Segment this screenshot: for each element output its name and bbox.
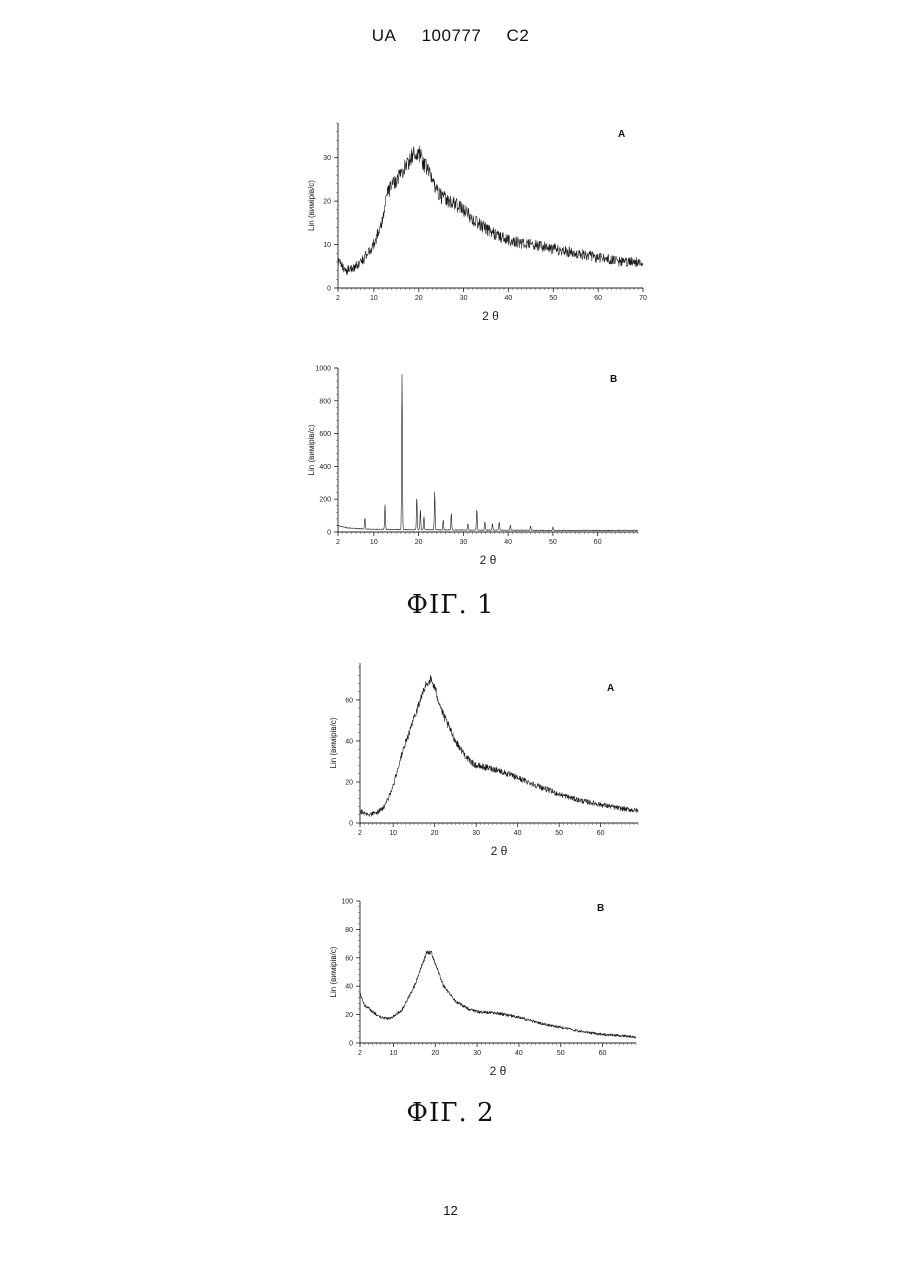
chart-svg: 2 10 20 30 40 50 60 0 20 40 60 80 100 Lin (вимірів/с)…: [325, 893, 645, 1073]
x-tick-label: 20: [431, 830, 439, 837]
xrd-chart-fig1-b: 210203040506002004006008001000Lin (вимір…: [300, 360, 645, 575]
x-tick-label: 10: [370, 539, 378, 546]
y-tick-label: 0: [349, 821, 353, 828]
country-code: UA: [372, 26, 397, 45]
xrd-chart-fig2-b: 2 10 20 30 40 50 60 0 20 40 60 80 100 Lin (вимірів/с)…: [325, 893, 645, 1073]
series-line: [360, 951, 636, 1039]
y-tick-label: 100: [341, 899, 353, 906]
series-line: [338, 146, 643, 274]
x-tick-label: 30: [459, 539, 467, 546]
x-tick-label: 10: [389, 830, 397, 837]
y-axis-label: Lin (вимірів/с): [329, 717, 338, 768]
y-tick-label: 0: [327, 530, 331, 537]
x-axis-label: 2 θ: [491, 844, 508, 858]
x-tick-label: 2: [358, 1050, 362, 1057]
x-tick-label: 50: [549, 539, 557, 546]
xrd-chart-fig2-a: 2 10 20 30 40 50 60 0 20 40 60 Lin (вимірів/с) 2 θ A: [325, 655, 645, 855]
chart-svg: 2102030405060700102030Lin (вимірів/с)2 θ…: [300, 115, 645, 315]
chart-svg: 210203040506002004006008001000Lin (вимір…: [300, 360, 645, 575]
y-tick-label: 40: [345, 984, 353, 991]
x-tick-label: 10: [390, 1050, 398, 1057]
series-line: [338, 374, 638, 530]
y-tick-label: 200: [319, 497, 331, 504]
x-tick-label: 60: [597, 830, 605, 837]
y-tick-label: 20: [323, 199, 331, 206]
document-kind: C2: [507, 26, 530, 45]
y-tick-label: 20: [345, 1012, 353, 1019]
x-tick-label: 40: [514, 830, 522, 837]
axes: 2 10 20 30 40 50 60 0 20 40 60 Lin (вимірів/с) 2 θ: [329, 663, 638, 858]
x-tick-label: 70: [639, 295, 647, 302]
x-tick-label: 2: [358, 830, 362, 837]
x-axis-label: 2 θ: [482, 309, 499, 323]
series-line: [360, 676, 638, 817]
x-tick-label: 40: [504, 539, 512, 546]
x-tick-label: 2: [336, 539, 340, 546]
chart-svg: 2 10 20 30 40 50 60 0 20 40 60 Lin (вимірів/с) 2 θ A: [325, 655, 645, 855]
page-number: 12: [0, 1203, 901, 1218]
y-tick-label: 10: [323, 242, 331, 249]
y-axis-label: Lin (вимірів/с): [307, 180, 316, 231]
patent-number: 100777: [422, 26, 482, 45]
x-tick-label: 50: [549, 295, 557, 302]
figure-caption-2: ФІГ. 2: [0, 1098, 901, 1128]
x-axis-label: 2 θ: [480, 553, 497, 567]
panel-label: A: [607, 683, 614, 694]
y-axis-label: Lin (вимірів/с): [329, 946, 338, 997]
x-tick-label: 50: [555, 830, 563, 837]
x-tick-label: 40: [515, 1050, 523, 1057]
x-tick-label: 20: [415, 539, 423, 546]
x-tick-label: 30: [473, 1050, 481, 1057]
y-tick-label: 40: [345, 738, 353, 745]
x-tick-label: 10: [370, 295, 378, 302]
axes: 2 10 20 30 40 50 60 0 20 40 60 80 100 Lin (вимірів/с)…: [329, 899, 636, 1079]
x-tick-label: 30: [460, 295, 468, 302]
x-tick-label: 60: [594, 295, 602, 302]
x-tick-label: 40: [505, 295, 513, 302]
y-tick-label: 600: [319, 431, 331, 438]
x-tick-label: 50: [557, 1050, 565, 1057]
xrd-chart-fig1-a: 2102030405060700102030Lin (вимірів/с)2 θ…: [300, 115, 645, 315]
x-tick-label: 2: [336, 295, 340, 302]
x-tick-label: 60: [599, 1050, 607, 1057]
y-tick-label: 1000: [315, 366, 331, 373]
y-axis-label: Lin (вимірів/с): [307, 424, 316, 475]
y-tick-label: 0: [327, 286, 331, 293]
x-tick-label: 60: [594, 539, 602, 546]
x-tick-label: 20: [431, 1050, 439, 1057]
y-tick-label: 60: [345, 955, 353, 962]
patent-header: UA 100777 C2: [0, 26, 901, 46]
x-axis-label: 2 θ: [490, 1064, 507, 1078]
y-tick-label: 30: [323, 155, 331, 162]
y-tick-label: 80: [345, 927, 353, 934]
panel-label: B: [610, 374, 617, 385]
figure-caption-1: ФІГ. 1: [0, 590, 901, 620]
panel-label: A: [618, 129, 625, 140]
y-tick-label: 60: [345, 697, 353, 704]
x-tick-label: 30: [472, 830, 480, 837]
y-tick-label: 800: [319, 398, 331, 405]
panel-label: B: [597, 903, 604, 914]
y-tick-label: 0: [349, 1041, 353, 1048]
y-tick-label: 400: [319, 464, 331, 471]
axes: 210203040506002004006008001000Lin (вимір…: [307, 366, 638, 568]
y-tick-label: 20: [345, 779, 353, 786]
x-tick-label: 20: [415, 295, 423, 302]
